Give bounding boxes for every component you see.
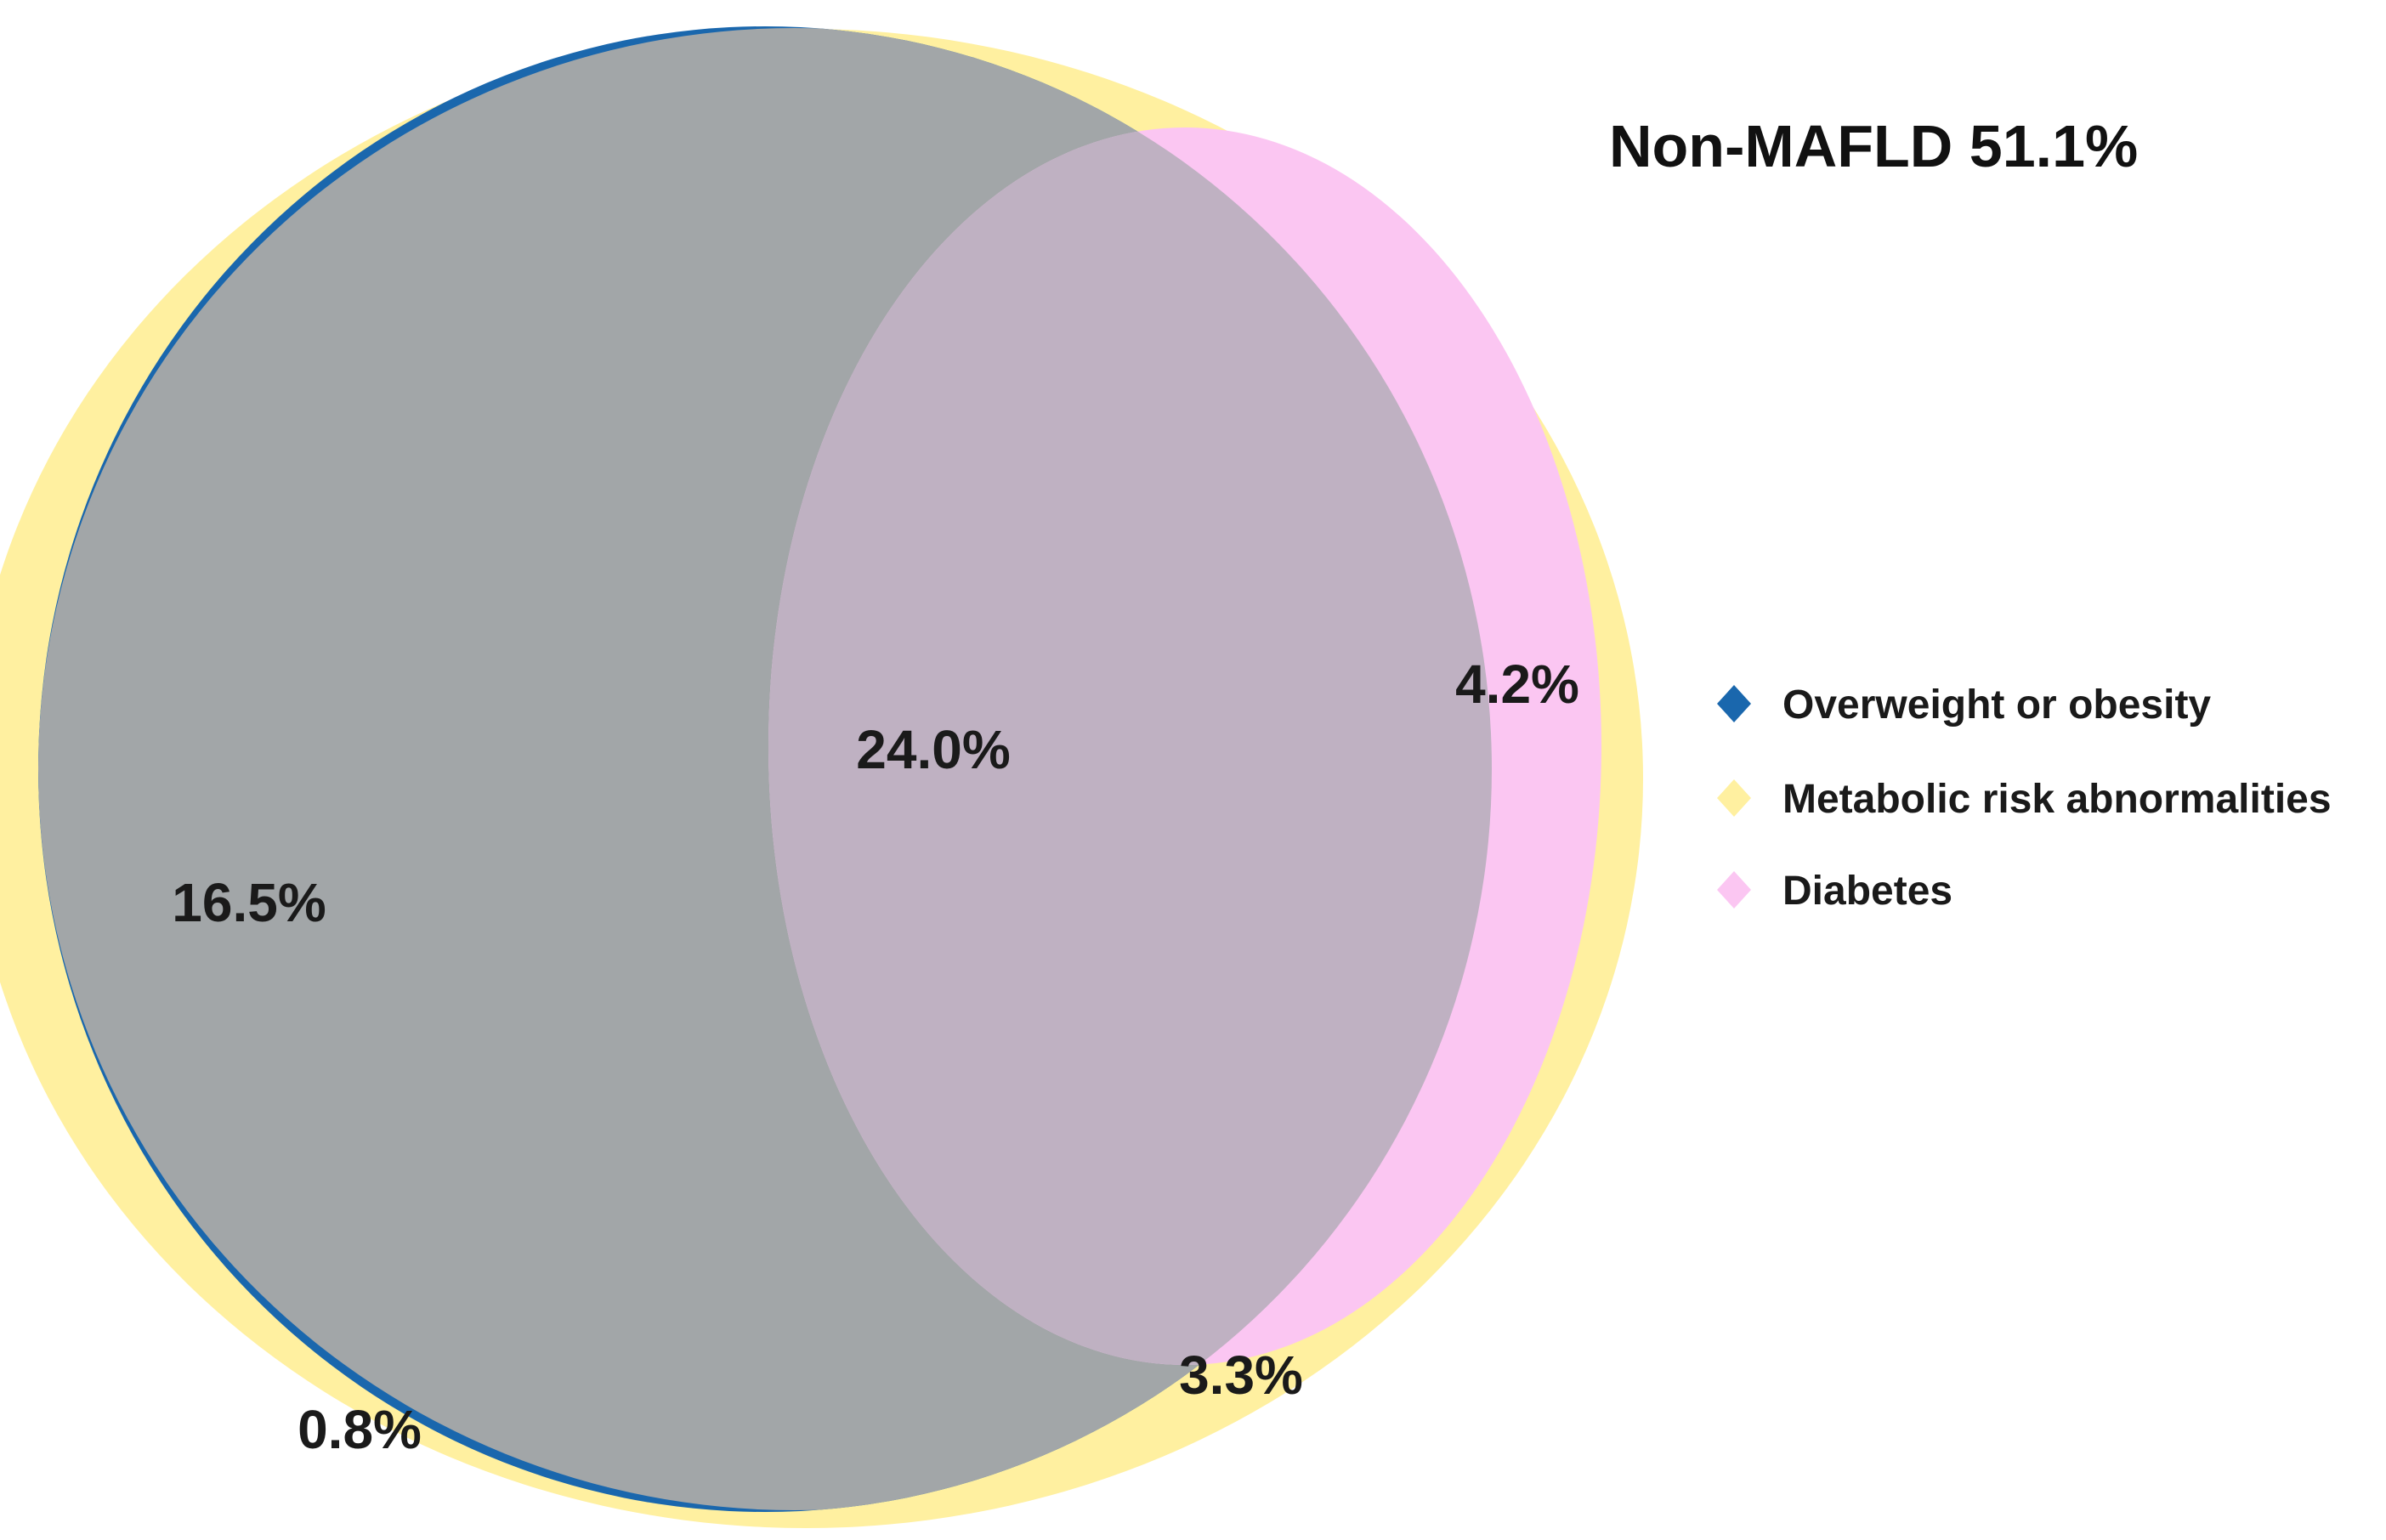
diamond-marker-icon bbox=[1717, 871, 1751, 909]
legend-item-metabolic: Metabolic risk abnormalities bbox=[1717, 777, 2332, 822]
region-label-all-three: 24.0% bbox=[856, 719, 1010, 780]
chart-title: Non-MAFLD 51.1% bbox=[1609, 113, 2138, 179]
region-label-overweight-metabolic: 16.5% bbox=[172, 872, 326, 933]
legend-label: Metabolic risk abnormalities bbox=[1782, 777, 2332, 822]
region-label-metabolic-diabetes: 4.2% bbox=[1455, 654, 1579, 715]
legend: Overweight or obesity Metabolic risk abn… bbox=[1717, 682, 2332, 914]
legend-item-overweight: Overweight or obesity bbox=[1717, 682, 2211, 728]
region-label-metabolic-only: 3.3% bbox=[1179, 1345, 1303, 1406]
diamond-marker-icon bbox=[1717, 779, 1751, 817]
legend-item-diabetes: Diabetes bbox=[1717, 869, 1952, 914]
region-label-overweight-only: 0.8% bbox=[298, 1399, 422, 1460]
diamond-marker-icon bbox=[1717, 685, 1751, 722]
all-three-overlap bbox=[768, 127, 1492, 1365]
legend-label: Diabetes bbox=[1782, 869, 1952, 914]
legend-label: Overweight or obesity bbox=[1782, 682, 2211, 728]
